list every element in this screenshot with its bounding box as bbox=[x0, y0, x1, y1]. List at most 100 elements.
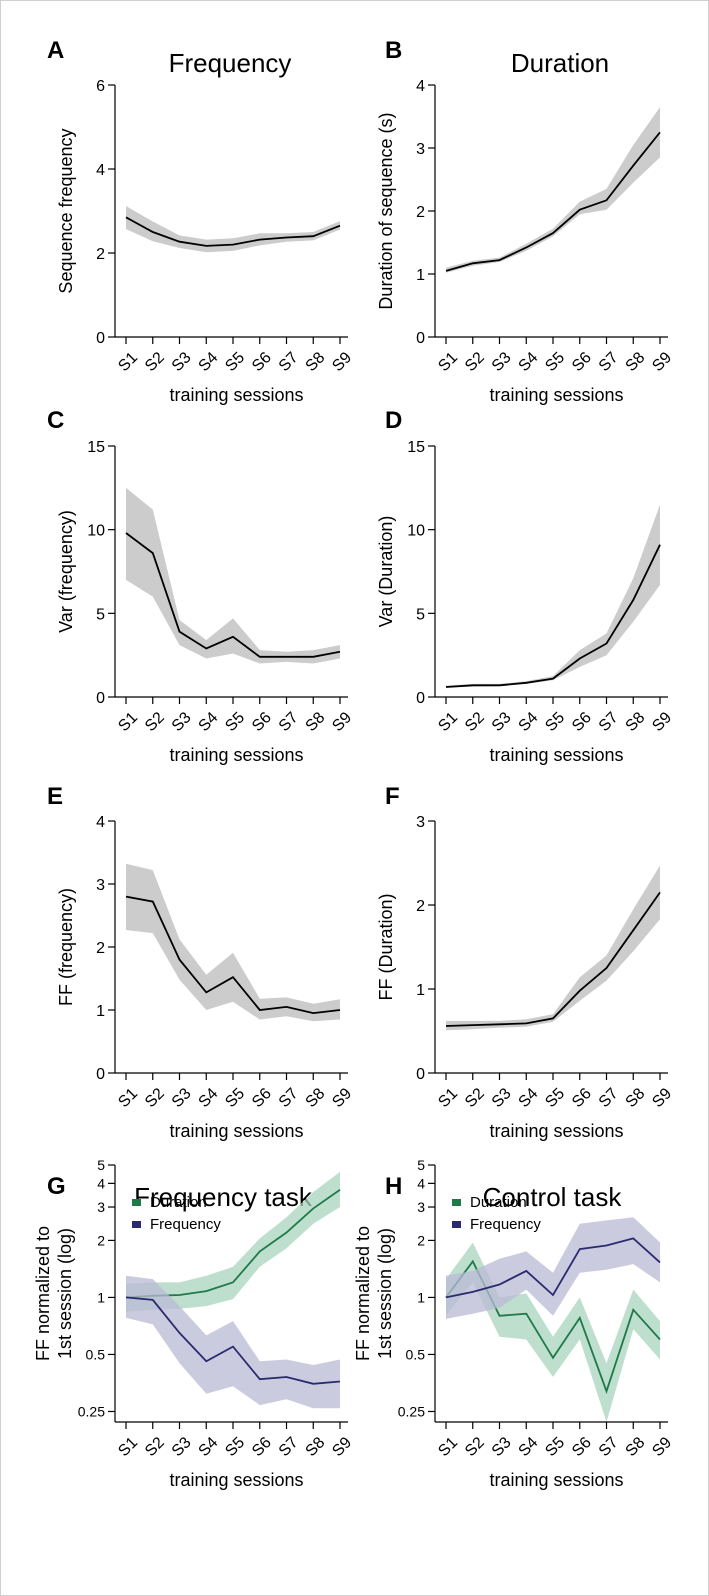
legend-label: Frequency bbox=[470, 1216, 541, 1233]
x-tick-label: S1 bbox=[435, 709, 461, 735]
y-tick-label: 4 bbox=[417, 1175, 425, 1191]
y-axis-label: FF normalized to 1st session (log) bbox=[353, 1226, 395, 1361]
x-tick-label: S2 bbox=[462, 709, 488, 735]
x-axis-label: training sessions bbox=[489, 385, 623, 405]
y-tick-label: 1 bbox=[416, 982, 425, 999]
panel-letter: C bbox=[47, 407, 64, 434]
x-tick-label: S8 bbox=[303, 709, 329, 735]
x-tick-label: S8 bbox=[623, 1085, 649, 1111]
x-tick-label: S1 bbox=[435, 349, 461, 375]
x-tick-label: S2 bbox=[462, 1085, 488, 1111]
y-tick-label: 0 bbox=[416, 330, 425, 347]
y-axis-label: Var (frequency) bbox=[56, 510, 76, 633]
x-tick-label: S7 bbox=[596, 1085, 622, 1111]
x-tick-label: S2 bbox=[142, 1434, 168, 1460]
panel-title: Duration bbox=[511, 48, 609, 78]
x-axis-label: training sessions bbox=[489, 745, 623, 765]
x-axis-label: training sessions bbox=[169, 1121, 303, 1141]
x-tick-label: S4 bbox=[516, 1434, 542, 1460]
y-tick-label: 2 bbox=[416, 898, 425, 915]
y-axis-label: FF normalized to 1st session (log) bbox=[33, 1226, 75, 1361]
x-tick-label: S9 bbox=[329, 709, 355, 735]
x-tick-label: S5 bbox=[542, 1434, 568, 1460]
y-axis-label: FF (frequency) bbox=[56, 888, 76, 1006]
y-tick-label: 0.25 bbox=[78, 1403, 105, 1419]
y-tick-label: 0.5 bbox=[406, 1346, 426, 1362]
x-tick-label: S7 bbox=[596, 349, 622, 375]
y-tick-label: 4 bbox=[96, 162, 105, 179]
y-tick-label: 10 bbox=[407, 523, 425, 540]
x-tick-label: S4 bbox=[516, 709, 542, 735]
x-tick-label: S2 bbox=[142, 1085, 168, 1111]
legend-swatch bbox=[452, 1221, 461, 1228]
x-tick-label: S6 bbox=[569, 1434, 595, 1460]
x-tick-label: S1 bbox=[115, 1085, 141, 1111]
y-axis-label: FF (Duration) bbox=[376, 893, 396, 1000]
ci-band bbox=[446, 504, 660, 688]
x-tick-label: S6 bbox=[249, 349, 275, 375]
x-tick-label: S1 bbox=[435, 1085, 461, 1111]
y-tick-label: 5 bbox=[417, 1157, 425, 1173]
x-tick-label: S5 bbox=[222, 709, 248, 735]
x-tick-label: S5 bbox=[222, 1434, 248, 1460]
y-tick-label: 2 bbox=[96, 940, 105, 957]
x-tick-label: S4 bbox=[516, 349, 542, 375]
y-axis-label: Sequence frequency bbox=[56, 128, 76, 293]
ci-band bbox=[126, 487, 340, 664]
y-tick-label: 2 bbox=[97, 1232, 105, 1248]
panel-b: B Duration 0 1 2 3 4 S1 S2 S3 S4 S5 S6 S7 S8 S9 training… bbox=[376, 37, 675, 405]
panel-letter: D bbox=[385, 407, 402, 434]
x-tick-label: S3 bbox=[489, 349, 515, 375]
x-tick-label: S6 bbox=[249, 1434, 275, 1460]
y-tick-label: 5 bbox=[416, 606, 425, 623]
x-tick-label: S3 bbox=[169, 1085, 195, 1111]
legend-swatch bbox=[452, 1199, 461, 1206]
y-tick-label: 4 bbox=[416, 78, 425, 95]
x-tick-label: S7 bbox=[596, 1434, 622, 1460]
panel-f: F 0 1 2 3 S1 S2 S3 S4 S5 S6 S7 S8 S9 training sessions… bbox=[376, 783, 675, 1141]
y-tick-label: 1 bbox=[416, 267, 425, 284]
y-tick-label: 0 bbox=[416, 690, 425, 707]
ci-band bbox=[126, 206, 340, 253]
x-tick-label: S5 bbox=[222, 1085, 248, 1111]
y-tick-label: 1 bbox=[97, 1289, 105, 1305]
x-tick-label: S3 bbox=[489, 1085, 515, 1111]
y-tick-label: 0 bbox=[96, 330, 105, 347]
y-tick-label: 3 bbox=[96, 877, 105, 894]
x-tick-label: S9 bbox=[649, 709, 675, 735]
x-axis-label: training sessions bbox=[169, 745, 303, 765]
x-tick-label: S6 bbox=[569, 709, 595, 735]
ci-band bbox=[126, 1275, 340, 1409]
x-tick-label: S9 bbox=[329, 349, 355, 375]
ci-band bbox=[446, 107, 660, 273]
y-tick-label: 4 bbox=[97, 1175, 105, 1191]
x-tick-label: S3 bbox=[169, 1434, 195, 1460]
x-tick-label: S8 bbox=[303, 349, 329, 375]
x-tick-label: S4 bbox=[196, 709, 222, 735]
y-tick-label: 10 bbox=[87, 523, 105, 540]
x-tick-label: S7 bbox=[276, 709, 302, 735]
y-tick-label: 1 bbox=[96, 1003, 105, 1020]
x-tick-label: S6 bbox=[249, 709, 275, 735]
panel-d: D 0 5 10 15 S1 S2 S3 S4 S5 S6 S7 S8 S9 training sessio… bbox=[376, 407, 675, 765]
legend-label: Frequency bbox=[150, 1216, 221, 1233]
ci-band bbox=[126, 863, 340, 1022]
panel-letter: H bbox=[385, 1173, 402, 1200]
x-axis-label: training sessions bbox=[489, 1470, 623, 1490]
y-tick-label: 2 bbox=[96, 246, 105, 263]
x-tick-label: S7 bbox=[276, 349, 302, 375]
x-tick-label: S9 bbox=[649, 349, 675, 375]
y-tick-label: 3 bbox=[416, 141, 425, 158]
x-tick-label: S2 bbox=[462, 349, 488, 375]
x-tick-label: S8 bbox=[303, 1085, 329, 1111]
y-tick-label: 5 bbox=[96, 606, 105, 623]
x-axis-label: training sessions bbox=[489, 1121, 623, 1141]
panel-a: A Frequency 0 2 4 6 S1 S2 S3 S4 S5 S6 S7 S8 S9 training… bbox=[47, 37, 355, 405]
y-axis-label: Var (Duration) bbox=[376, 516, 396, 628]
ci-band bbox=[446, 865, 660, 1031]
y-tick-label: 0 bbox=[416, 1066, 425, 1083]
y-tick-label: 2 bbox=[416, 204, 425, 221]
series-line bbox=[445, 891, 661, 1027]
ci-band bbox=[446, 1217, 660, 1319]
